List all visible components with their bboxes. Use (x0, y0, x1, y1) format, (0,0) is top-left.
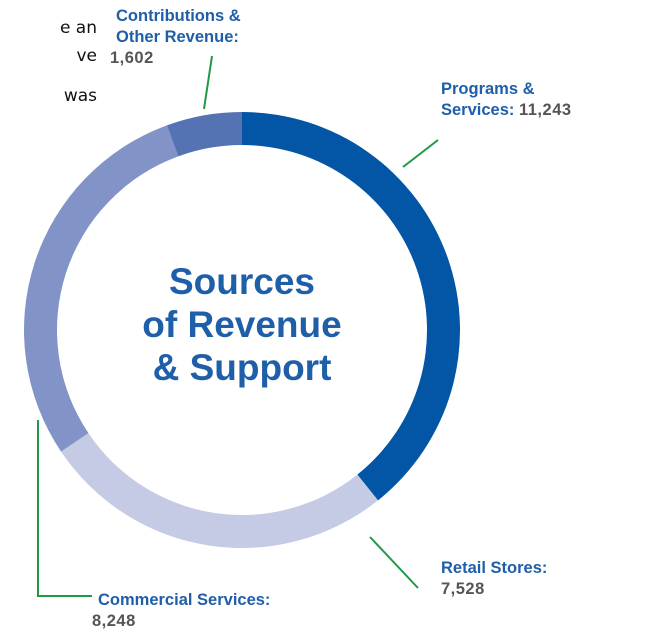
donut-segment (24, 125, 179, 452)
donut-segment (166, 112, 242, 157)
clipped-text: was (63, 86, 97, 106)
clipped-text: ve (76, 46, 97, 66)
data-label: Commercial Services: 8,248 (92, 590, 328, 632)
value-label: 7,528 (441, 580, 485, 598)
category-label: Contributions & Other Revenue: (116, 7, 241, 46)
value-label: 1,602 (110, 49, 154, 67)
value-label: 8,248 (92, 612, 136, 630)
clipped-text: e an (59, 18, 97, 38)
leader-lines (37, 55, 439, 597)
leader-line (369, 536, 419, 589)
category-label: Retail Stores: (441, 559, 548, 577)
data-label: Programs & Services: 11,243 (441, 79, 611, 121)
donut-segment (242, 112, 460, 501)
value-label: 11,243 (518, 101, 572, 119)
leader-line (203, 55, 213, 110)
data-label: Contributions & Other Revenue: 1,602 (110, 6, 281, 69)
chart-title: Sources of Revenue & Support (142, 261, 341, 388)
leader-line (37, 420, 92, 597)
category-label: Programs & Services: (441, 80, 535, 119)
category-label: Commercial Services: (98, 591, 271, 609)
data-label: Retail Stores: 7,528 (441, 558, 641, 600)
leader-line (402, 139, 439, 168)
donut-segment (61, 433, 378, 548)
